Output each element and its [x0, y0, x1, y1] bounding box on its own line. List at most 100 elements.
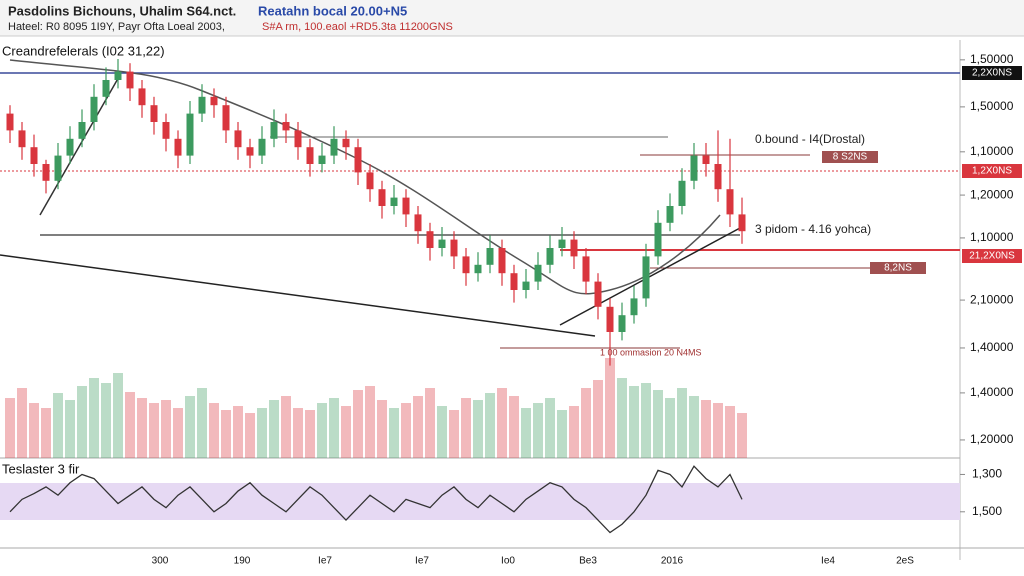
candle-body — [534, 264, 542, 282]
volume-bar — [533, 403, 543, 458]
candle-body — [210, 96, 218, 106]
volume-bar — [389, 408, 399, 458]
volume-bar — [305, 410, 315, 458]
candle-body — [714, 164, 722, 190]
volume-bar — [41, 408, 51, 458]
candle-body — [246, 147, 254, 156]
candle-body — [654, 222, 662, 257]
candle-body — [522, 281, 530, 290]
x-tick-label: Ie7 — [415, 556, 429, 567]
candle-body — [6, 113, 14, 131]
volume-bar — [713, 403, 723, 458]
x-tick-label: 2016 — [661, 556, 684, 567]
volume-bar — [53, 393, 63, 458]
candle-body — [630, 298, 638, 316]
candle-body — [114, 71, 122, 80]
volume-bar — [269, 400, 279, 458]
candle-body — [258, 138, 266, 156]
volume-bar — [149, 403, 159, 458]
candle-body — [558, 239, 566, 248]
volume-bar — [173, 408, 183, 458]
candle-body — [390, 197, 398, 206]
x-tick-label: Ie4 — [821, 556, 835, 567]
volume-bar — [281, 396, 291, 458]
candle-body — [546, 248, 554, 265]
x-tick-label: 2eS — [896, 556, 914, 567]
candle-body — [18, 130, 26, 148]
volume-bar — [197, 388, 207, 458]
header-bar — [0, 0, 1024, 36]
volume-bar — [737, 413, 747, 458]
candle-body — [414, 214, 422, 232]
candle-body — [198, 96, 206, 114]
volume-bar — [593, 380, 603, 458]
oscillator-line — [9, 465, 743, 534]
volume-bar — [629, 386, 639, 458]
candle-body — [378, 189, 386, 206]
candle-body — [486, 248, 494, 265]
candle-body — [174, 138, 182, 156]
price-tag: 2,2X0NS — [972, 68, 1012, 79]
annotation: 8,2NS — [884, 263, 912, 274]
candle-body — [426, 231, 434, 248]
volume-bar — [677, 388, 687, 458]
candle-body — [102, 80, 110, 97]
volume-bar — [497, 388, 507, 458]
title-suffix: Reatahn bocal 20.00+N5 — [258, 3, 407, 18]
volume-bar — [329, 398, 339, 458]
y-tick-label: 1,50000 — [970, 52, 1014, 66]
volume-bar — [317, 403, 327, 458]
volume-bar — [221, 410, 231, 458]
annotation: 3 pidom - 4.16 yohca) — [755, 222, 871, 236]
volume-bar — [665, 398, 675, 458]
volume-bar — [5, 398, 15, 458]
trend-line — [559, 227, 741, 326]
volume-bar — [365, 386, 375, 458]
volume-bar — [605, 358, 615, 458]
volume-bar — [17, 388, 27, 458]
candle-body — [186, 113, 194, 156]
candle-body — [702, 155, 710, 164]
candle-body — [126, 71, 134, 89]
y-tick-label: 1,20000 — [970, 432, 1014, 446]
volume-bar — [257, 408, 267, 458]
y-tick-label: 1,40000 — [970, 385, 1014, 399]
candle-body — [66, 138, 74, 156]
x-tick-label: 300 — [152, 556, 169, 567]
candle-body — [606, 306, 614, 332]
volume-bar — [569, 406, 579, 458]
y-tick-label: 1,50000 — [970, 99, 1014, 113]
candle-body — [138, 88, 146, 106]
candle-body — [510, 273, 518, 290]
candle-body — [738, 214, 746, 232]
candle-body — [450, 239, 458, 257]
candle-body — [570, 239, 578, 257]
annotation: 1 00 ommasion 20 N4MS — [600, 347, 702, 357]
volume-bar — [29, 403, 39, 458]
y-tick-label: 1,10000 — [970, 230, 1014, 244]
candle-body — [150, 105, 158, 122]
x-tick-label: Io0 — [501, 556, 515, 567]
volume-bar — [521, 408, 531, 458]
volume-bar — [341, 406, 351, 458]
y2-tick-label: 1,300 — [972, 467, 1002, 481]
volume-bar — [689, 396, 699, 458]
candle-body — [90, 96, 98, 122]
candle-body — [666, 206, 674, 223]
candle-body — [222, 105, 230, 131]
candle-body — [678, 180, 686, 206]
price-tag-box — [962, 164, 1022, 178]
volume-bar — [65, 400, 75, 458]
volume-bar — [113, 373, 123, 458]
candle-body — [594, 281, 602, 307]
price-tag-box — [962, 249, 1022, 263]
candle-body — [438, 239, 446, 248]
x-tick-label: 190 — [234, 556, 251, 567]
volume-bar — [701, 400, 711, 458]
x-tick-label: Ie7 — [318, 556, 332, 567]
candle-body — [282, 122, 290, 131]
candle-body — [162, 122, 170, 139]
y-tick-label: 2,10000 — [970, 292, 1014, 306]
candle-body — [402, 197, 410, 215]
volume-bar — [425, 388, 435, 458]
